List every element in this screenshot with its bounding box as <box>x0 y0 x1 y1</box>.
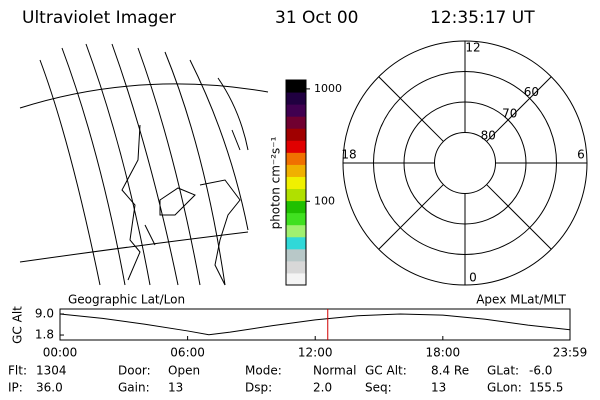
mlt-label: 18 <box>341 148 356 162</box>
color-swatch <box>286 164 306 177</box>
mlt-label: 0 <box>469 271 477 285</box>
info-value: 1304 <box>36 364 67 378</box>
color-swatch <box>286 212 306 226</box>
meridian <box>164 51 226 286</box>
orbit-plot: Geographic Lat/Lon Apex MLat/MLT GC Alt … <box>11 293 588 360</box>
info-label: Dsp: <box>245 381 272 395</box>
spoke <box>378 184 444 250</box>
spoke <box>378 76 444 142</box>
color-swatch <box>286 200 306 214</box>
spoke <box>486 76 552 142</box>
meridian <box>39 59 101 286</box>
meridian <box>61 47 126 286</box>
y-tick-label: 1.8 <box>35 328 54 342</box>
lat-label: 80 <box>481 128 496 142</box>
color-swatch <box>286 188 306 202</box>
info-label: GLon: <box>487 381 522 395</box>
colorbar-tick-label: 100 <box>314 194 335 207</box>
color-swatch <box>286 80 306 93</box>
lat-line <box>19 231 249 263</box>
meridian <box>111 43 179 286</box>
color-swatch <box>286 272 306 286</box>
info-value: 13 <box>431 381 446 395</box>
info-value: 155.5 <box>529 381 563 395</box>
info-label: Mode: <box>245 364 282 378</box>
coastline <box>121 124 241 286</box>
info-value: Open <box>168 364 200 378</box>
lat-line <box>19 83 269 109</box>
color-swatch <box>286 140 306 153</box>
map-label: Apex MLat/MLT <box>476 293 566 307</box>
info-value: -6.0 <box>529 364 552 378</box>
map <box>19 43 269 286</box>
info-label: IP: <box>8 381 23 395</box>
meridian <box>137 47 201 286</box>
mlt-label: 12 <box>465 41 480 55</box>
map-label: Geographic Lat/Lon <box>68 293 185 307</box>
info-value: 8.4 Re <box>431 364 469 378</box>
altitude-curve <box>59 313 571 336</box>
info-value: 13 <box>168 381 183 395</box>
polar-plot: 80 70 60 12 6 18 0 <box>341 40 588 286</box>
meridian <box>217 77 249 151</box>
y-tick-label: 9.0 <box>35 306 54 320</box>
color-swatch <box>286 248 306 262</box>
y-axis-label: GC Alt <box>11 306 25 344</box>
meridian <box>189 59 249 231</box>
colorbar-tick-label: 1000 <box>314 82 342 95</box>
colorbar-label: photon cm⁻²s⁻¹ <box>269 136 283 229</box>
color-swatch <box>286 104 306 117</box>
info-label: Gain: <box>118 381 150 395</box>
info-label: GLat: <box>487 364 519 378</box>
info-label: GC Alt: <box>365 364 407 378</box>
spoke <box>486 184 552 250</box>
colorbar-frame <box>285 79 307 286</box>
x-tick-label: 18:00 <box>426 346 461 360</box>
color-swatch <box>286 116 306 129</box>
title: Ultraviolet Imager <box>22 8 176 28</box>
lat-label: 60 <box>524 85 539 99</box>
plot-frame <box>59 308 571 341</box>
color-swatch <box>286 92 306 105</box>
mlt-label: 6 <box>577 148 585 162</box>
x-tick-label: 00:00 <box>43 346 78 360</box>
color-swatch <box>286 176 306 190</box>
info-label: Flt: <box>8 364 27 378</box>
colorbar: photon cm⁻²s⁻¹ 1000 100 <box>269 79 342 286</box>
color-swatch <box>286 224 306 238</box>
date: 31 Oct 00 <box>275 8 358 28</box>
color-swatch <box>286 128 306 141</box>
info-panel: Flt: 1304 Door: Open Mode: Normal GC Alt: 8.4 R… <box>8 364 563 395</box>
info-label: Door: <box>118 364 151 378</box>
info-value: 36.0 <box>36 381 63 395</box>
x-tick-label: 06:00 <box>170 346 205 360</box>
info-label: Seq: <box>365 381 392 395</box>
color-swatch <box>286 236 306 250</box>
info-value: 2.0 <box>313 381 332 395</box>
color-swatch <box>286 152 306 165</box>
x-tick-label: 23:59 <box>553 346 588 360</box>
x-tick-label: 12:00 <box>298 346 333 360</box>
lat-label: 70 <box>502 107 517 121</box>
time: 12:35:17 UT <box>430 8 535 28</box>
info-value: Normal <box>313 364 356 378</box>
color-swatch <box>286 260 306 274</box>
meridian <box>85 43 151 286</box>
